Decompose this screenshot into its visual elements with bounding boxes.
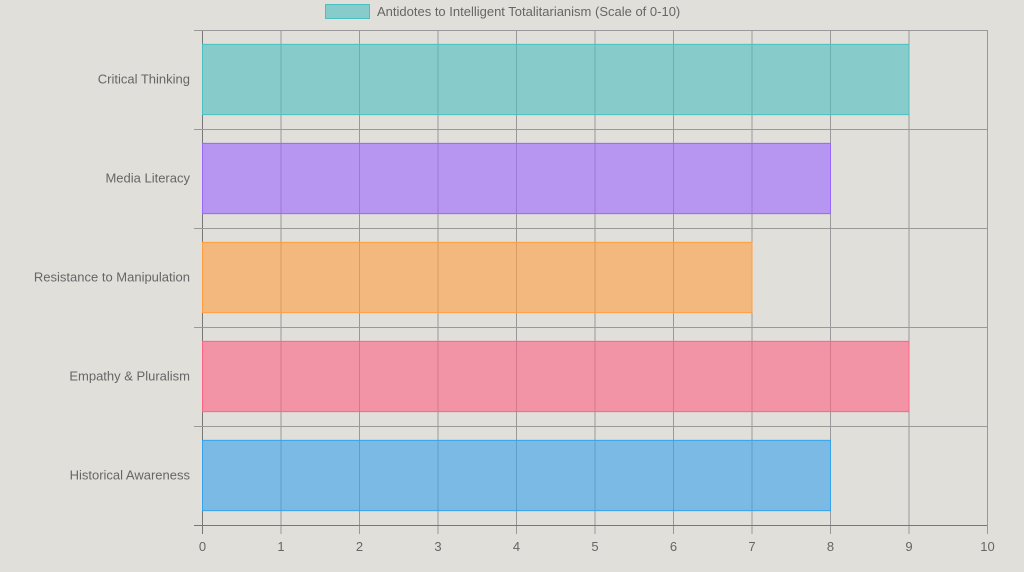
y-tick-label: Media Literacy [105,171,190,186]
x-tick-label: 2 [356,539,363,554]
legend-swatch [325,4,370,19]
legend-label: Antidotes to Intelligent Totalitarianism… [377,4,681,19]
y-tick-label: Critical Thinking [98,72,190,87]
bar [202,142,831,215]
x-tick-label: 7 [748,539,755,554]
y-tick-label: Empathy & Pluralism [69,369,190,384]
bar [202,43,910,116]
bar [202,241,753,314]
x-tick-label: 9 [905,539,912,554]
x-tick-label: 0 [199,539,206,554]
bar [202,439,831,512]
y-tick-label: Historical Awareness [70,468,191,483]
x-tick-label: 6 [670,539,677,554]
x-tick-label: 3 [434,539,441,554]
x-tick-label: 4 [513,539,520,554]
y-tick-label: Resistance to Manipulation [34,270,190,285]
legend[interactable]: Antidotes to Intelligent Totalitarianism… [325,4,680,19]
bar [202,340,910,413]
x-tick-label: 1 [277,539,284,554]
x-tick-label: 10 [980,539,994,554]
x-tick-label: 5 [591,539,598,554]
x-tick-label: 8 [827,539,834,554]
